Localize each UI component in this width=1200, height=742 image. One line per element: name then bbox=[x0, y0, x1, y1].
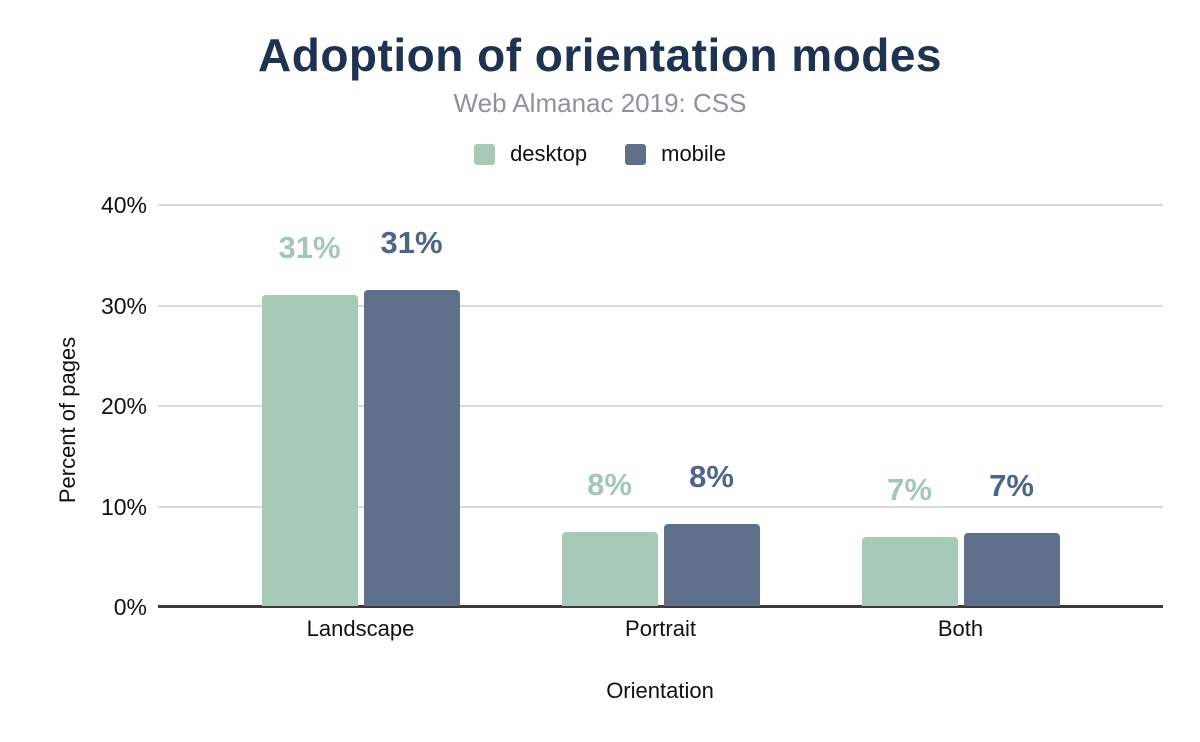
bar-mobile-landscape[interactable] bbox=[363, 290, 460, 606]
x-axis-title: Orientation bbox=[606, 678, 714, 703]
gridline-10% bbox=[158, 505, 1163, 508]
bar-label-desktop-both: 7% bbox=[887, 471, 932, 507]
x-category-label-portrait: Portrait bbox=[625, 616, 696, 641]
legend-label-mobile: mobile bbox=[661, 141, 726, 166]
bar-desktop-landscape[interactable] bbox=[261, 295, 358, 606]
bar-mobile-portrait[interactable] bbox=[663, 523, 760, 606]
y-tick-label-10%: 10% bbox=[100, 493, 147, 520]
y-tick-label-20%: 20% bbox=[100, 393, 147, 419]
gridline-30% bbox=[158, 304, 1163, 307]
bar-label-mobile-landscape: 31% bbox=[380, 225, 443, 261]
y-tick-label-30%: 30% bbox=[100, 292, 147, 319]
y-axis-title: Percent of pages bbox=[55, 336, 80, 504]
bar-label-mobile-both: 7% bbox=[989, 467, 1034, 503]
bar-desktop-both[interactable] bbox=[861, 536, 958, 606]
bar-desktop-portrait[interactable] bbox=[561, 531, 658, 606]
legend-label-desktop: desktop bbox=[510, 141, 588, 166]
y-tick-label-40%: 40% bbox=[100, 192, 147, 218]
y-tick-label-0%: 0% bbox=[113, 594, 147, 620]
bar-label-mobile-portrait: 8% bbox=[689, 458, 734, 494]
bar-mobile-both[interactable] bbox=[963, 532, 1060, 606]
mobile-series-swatch-icon bbox=[625, 143, 647, 165]
legend-item-mobile: mobile bbox=[625, 141, 726, 167]
gridline-40% bbox=[158, 204, 1163, 206]
desktop-series-swatch-icon bbox=[474, 143, 496, 165]
gridline-20% bbox=[158, 405, 1163, 407]
chart-subtitle: Web Almanac 2019: CSS bbox=[453, 88, 747, 118]
bar-label-desktop-landscape: 31% bbox=[278, 230, 341, 266]
legend-item-desktop: desktop bbox=[474, 141, 587, 167]
legend: desktop mobile bbox=[0, 141, 1200, 167]
x-category-label-landscape: Landscape bbox=[306, 616, 415, 641]
x-category-label-both: Both bbox=[937, 616, 984, 641]
chart-title: Adoption of orientation modes bbox=[258, 29, 942, 81]
x-axis-line bbox=[158, 605, 1163, 608]
bar-label-desktop-portrait: 8% bbox=[587, 466, 632, 502]
